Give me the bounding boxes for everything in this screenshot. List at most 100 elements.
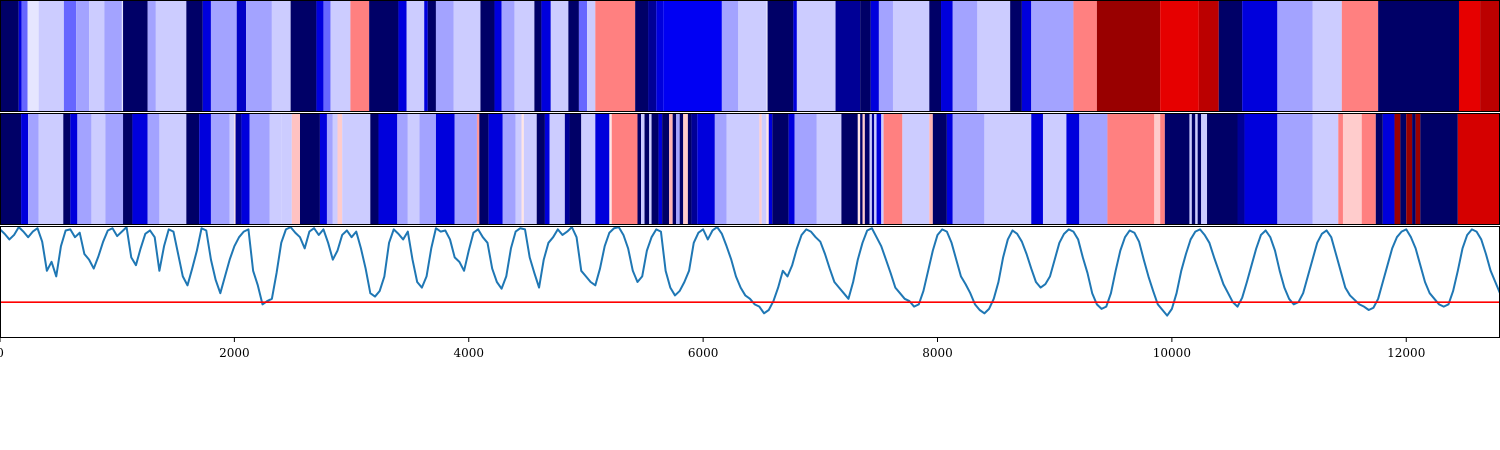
segment-cell <box>1277 0 1313 112</box>
segment-cell <box>1242 0 1278 112</box>
segment-cell <box>1160 113 1165 225</box>
segment-cell <box>186 113 200 225</box>
segment-cell <box>1096 0 1161 112</box>
segment-cell <box>121 0 124 112</box>
segment-cell <box>1042 113 1067 225</box>
segment-cell <box>1312 0 1342 112</box>
x-tick-label: 10000 <box>1153 346 1191 360</box>
segment-cell <box>611 113 638 225</box>
segment-cell <box>155 0 187 112</box>
segment-cell <box>1394 113 1401 225</box>
segment-cell <box>1189 113 1192 225</box>
segment-cell <box>132 113 148 225</box>
segment-cell <box>676 113 680 225</box>
segment-cell <box>767 0 794 112</box>
segment-cell <box>281 113 292 225</box>
segment-cell <box>1010 0 1022 112</box>
segment-cell <box>648 0 657 112</box>
segment-cell <box>1400 113 1407 225</box>
segment-cell <box>210 113 230 225</box>
segment-cell <box>587 0 596 112</box>
x-tick-label: 12000 <box>1387 346 1425 360</box>
segment-cell <box>427 0 436 112</box>
segment-cell <box>635 0 649 112</box>
segment-cell <box>816 113 842 225</box>
segment-cell <box>902 113 930 225</box>
segment-cell <box>857 113 861 225</box>
segment-cell <box>788 113 795 225</box>
segment-cell <box>663 0 722 112</box>
segment-cell <box>544 113 550 225</box>
segment-cell <box>229 113 235 225</box>
segment-cell <box>550 0 569 112</box>
segment-cell <box>159 113 187 225</box>
segment-cell <box>38 113 64 225</box>
segment-cell <box>1160 0 1199 112</box>
segment-cell <box>234 113 236 225</box>
segment-cell <box>406 0 425 112</box>
segment-cell <box>929 113 933 225</box>
segment-cell <box>1195 113 1198 225</box>
segment-cell <box>123 0 148 112</box>
segment-cell <box>38 0 64 112</box>
segment-cell <box>332 113 338 225</box>
segment-cell <box>929 0 942 112</box>
x-axis: 0 2000 4000 6000 8000 10000 12000 <box>0 338 1425 360</box>
segment-cell <box>523 113 537 225</box>
segment-cell <box>454 113 477 225</box>
segment-cell <box>105 113 124 225</box>
segment-cell <box>199 113 211 225</box>
segment-cell <box>350 0 370 112</box>
segment-cell <box>952 113 985 225</box>
segment-cell <box>479 113 489 225</box>
segment-cell <box>316 0 324 112</box>
segment-cell <box>864 113 870 225</box>
segment-cell <box>236 0 247 112</box>
segment-cell <box>759 113 762 225</box>
segment-cell <box>269 113 282 225</box>
segment-cell <box>1079 113 1108 225</box>
segment-cell <box>952 0 978 112</box>
segment-cell <box>1277 113 1313 225</box>
segment-cell <box>641 113 645 225</box>
segment-cell <box>407 113 420 225</box>
segment-cell <box>1375 113 1383 225</box>
segment-cell <box>687 113 692 225</box>
segment-cell <box>186 0 203 112</box>
signal-trace-panel <box>0 226 1500 338</box>
segment-cell <box>1031 0 1074 112</box>
segment-cell <box>876 113 882 225</box>
segment-cell <box>874 113 877 225</box>
segment-cell <box>932 113 947 225</box>
segment-cell <box>147 113 160 225</box>
segment-cell <box>1237 113 1245 225</box>
segment-cell <box>323 0 331 112</box>
x-tick-label: 8000 <box>922 346 953 360</box>
segment-cell <box>1073 0 1097 112</box>
segment-cell <box>1412 113 1416 225</box>
segment-cell <box>453 0 481 112</box>
segment-cell <box>0 0 19 112</box>
segment-cell <box>1338 113 1343 225</box>
segment-cell <box>1244 113 1278 225</box>
segment-cell <box>691 113 698 225</box>
segment-cell <box>419 113 436 225</box>
segment-cell <box>424 0 428 112</box>
segment-cell <box>697 113 715 225</box>
segment-cell <box>480 0 495 112</box>
segment-cell <box>796 0 836 112</box>
segment-cell <box>488 113 503 225</box>
segment-cell <box>1420 113 1458 225</box>
segment-cell <box>651 113 659 225</box>
segment-cell <box>536 113 545 225</box>
segment-cell <box>1021 0 1032 112</box>
segment-cell <box>568 0 579 112</box>
segment-cell <box>1031 113 1043 225</box>
segment-cell <box>1382 113 1395 225</box>
segment-cell <box>319 113 327 225</box>
segment-cell <box>398 0 407 112</box>
segment-cell <box>564 113 570 225</box>
segment-cell <box>656 0 664 112</box>
segment-strip-fine <box>0 113 1500 225</box>
segment-cell <box>878 0 893 112</box>
